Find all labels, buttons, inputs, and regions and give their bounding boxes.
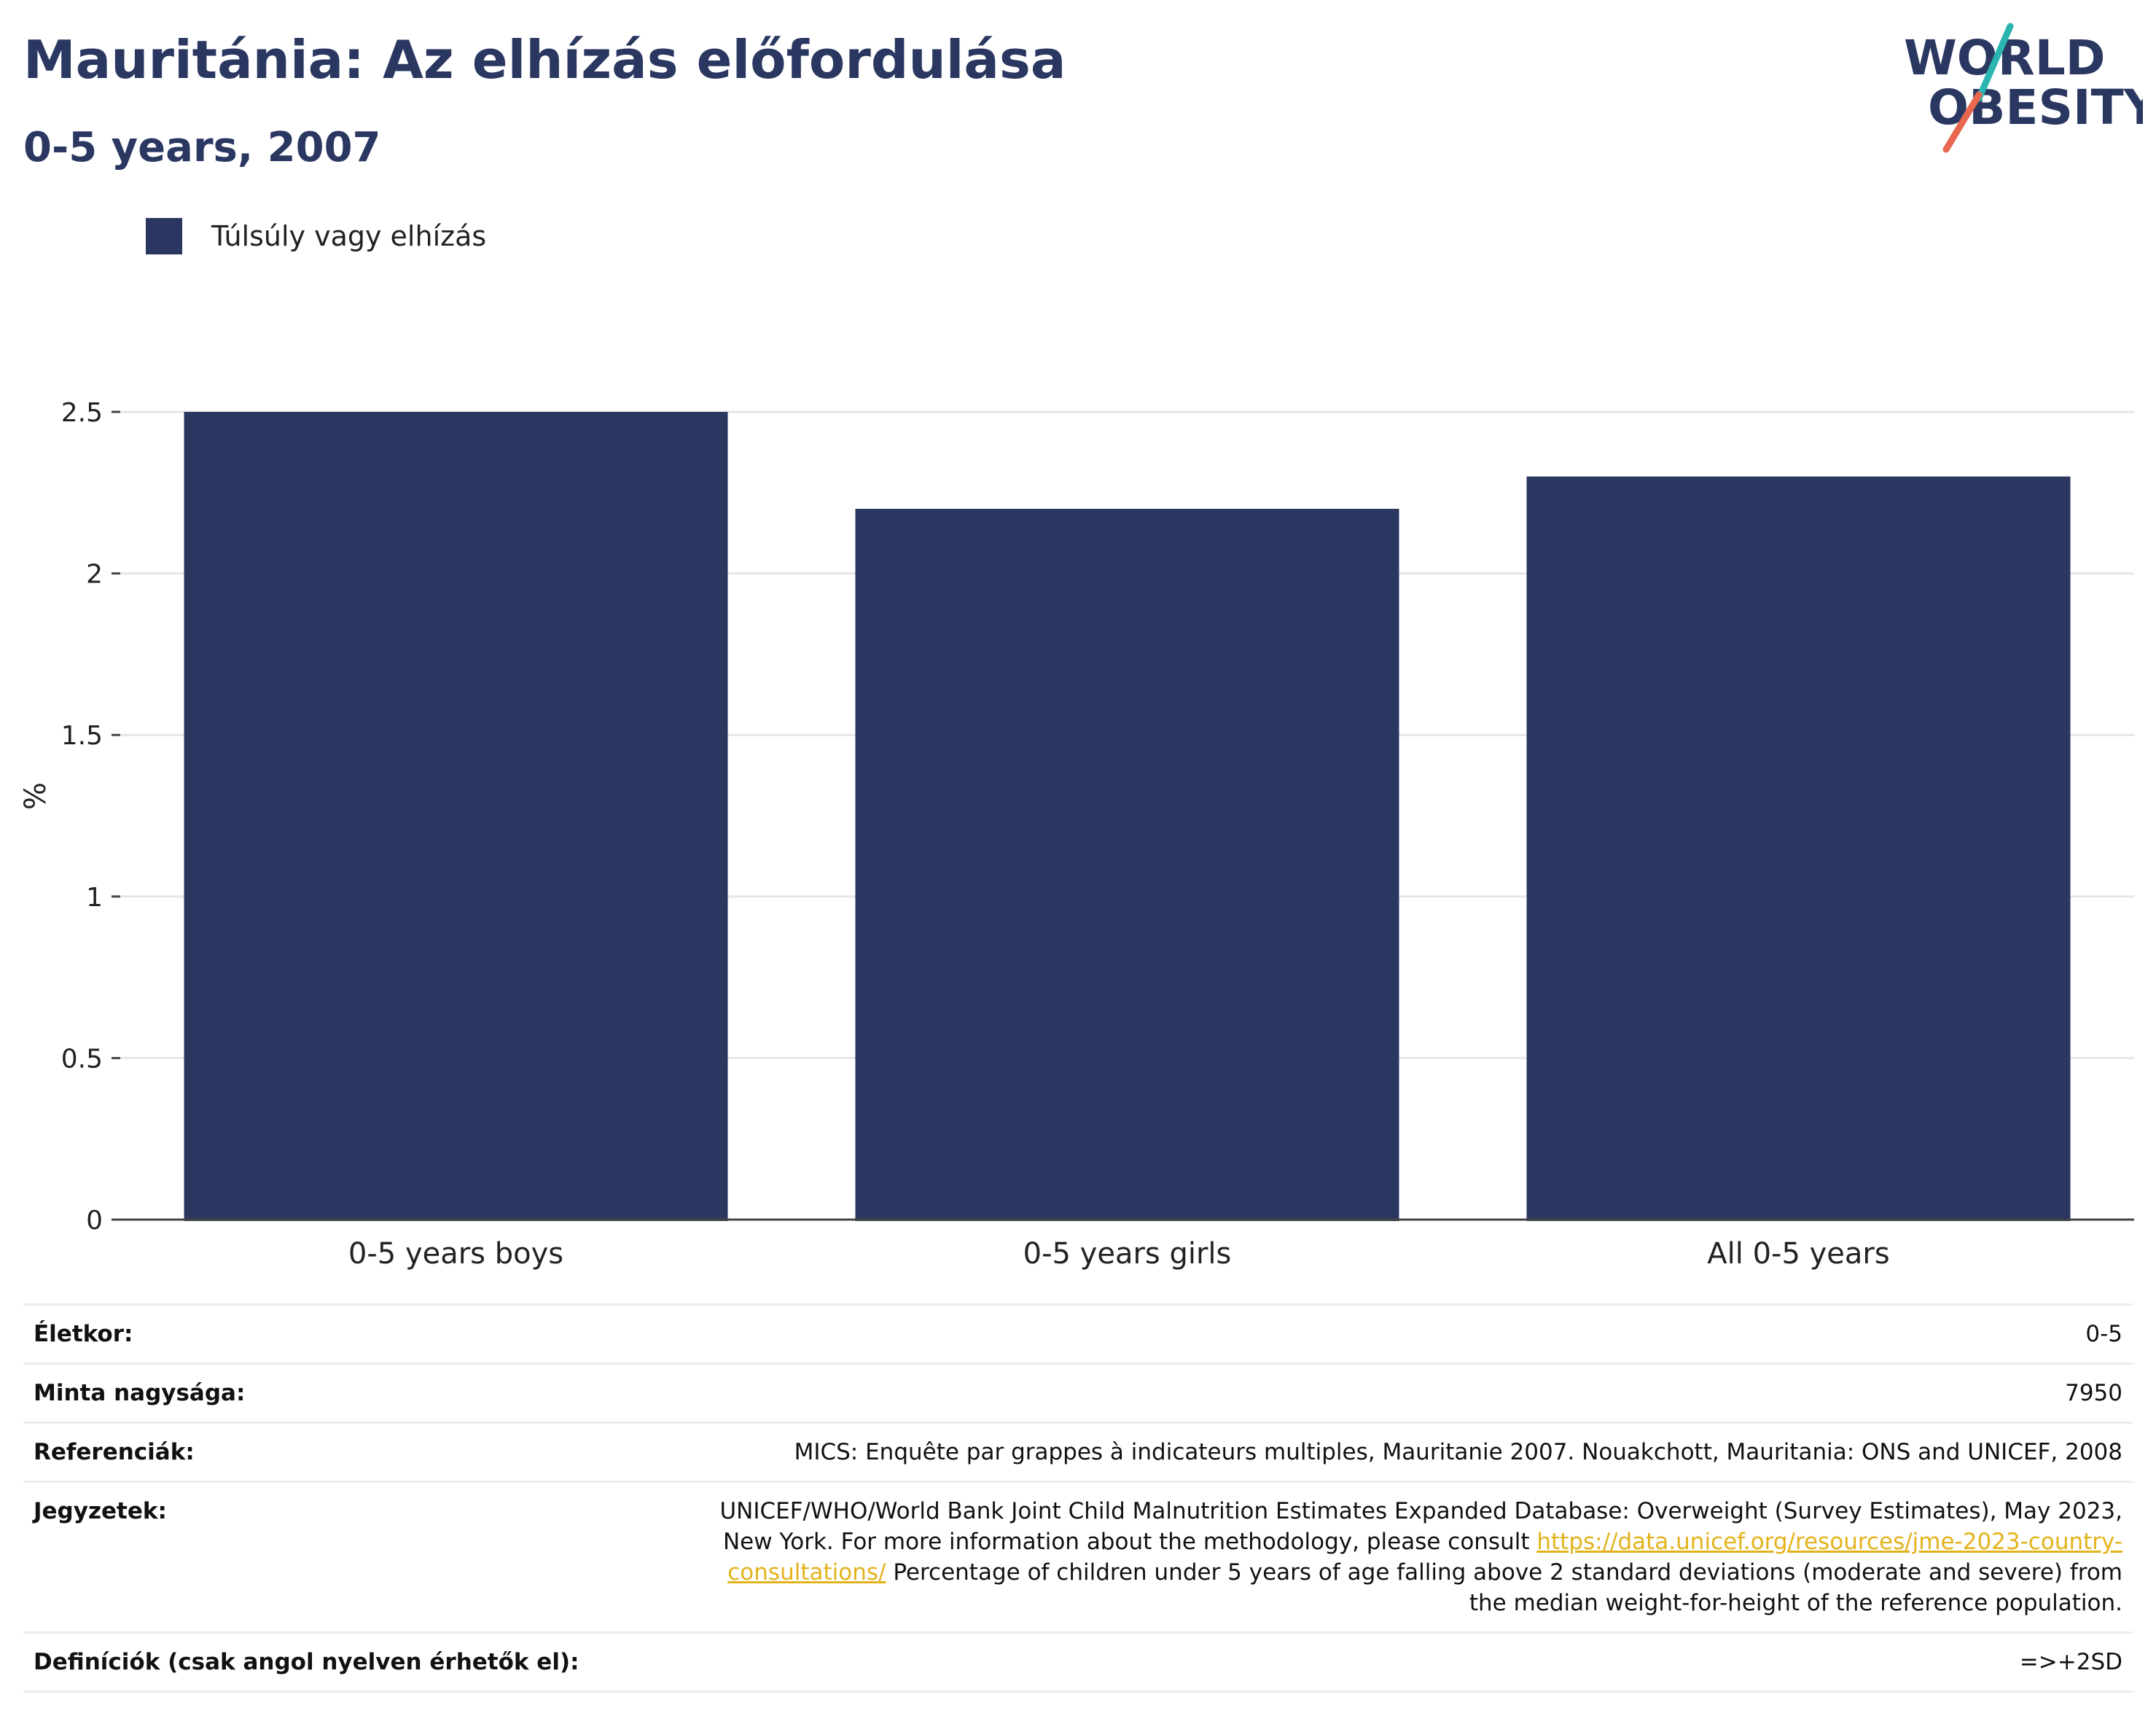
- x-category-label: 0-5 years boys: [348, 1237, 563, 1271]
- x-category-label: 0-5 years girls: [1023, 1237, 1232, 1271]
- info-key-references: Referenciák:: [23, 1422, 700, 1483]
- category-labels: 0-5 years boys 0-5 years girls All 0-5 yea…: [348, 1237, 1890, 1271]
- bar-0-5-years-boys[interactable]: [184, 412, 728, 1221]
- info-row-references: Referenciák: MICS: Enquête par grappes à…: [23, 1422, 2133, 1483]
- y-tick-label: 2: [86, 560, 103, 590]
- bar-all-0-5-years[interactable]: [1526, 476, 2071, 1221]
- info-row-sample-size: Minta nagysága: 7950: [23, 1362, 2133, 1424]
- y-tick-label: 0: [86, 1206, 103, 1236]
- info-row-definitions: Definíciók (csak angol nyelven érhetők e…: [23, 1631, 2133, 1693]
- info-table: Életkor: 0-5 Minta nagysága: 7950 Refere…: [23, 1303, 2133, 1693]
- info-value-references: MICS: Enquête par grappes à indicateurs …: [700, 1422, 2133, 1483]
- info-row-notes: Jegyzetek: UNICEF/WHO/World Bank Joint C…: [23, 1481, 2133, 1634]
- info-key-notes: Jegyzetek:: [23, 1481, 700, 1634]
- y-tick-labels: 0 0.5 1 1.5 2 2.5: [61, 398, 120, 1236]
- legend-swatch: [146, 218, 182, 254]
- world-obesity-logo: WORLD OBESITY: [1904, 23, 2143, 153]
- y-tick-label: 0.5: [61, 1044, 103, 1074]
- info-value-notes: UNICEF/WHO/World Bank Joint Child Malnut…: [700, 1481, 2133, 1634]
- logo-slash-coral: [1942, 91, 1983, 153]
- info-key-sample-size: Minta nagysága:: [23, 1362, 700, 1424]
- info-value-sample-size: 7950: [700, 1362, 2133, 1424]
- y-tick-label: 2.5: [61, 398, 103, 428]
- bar-chart: 0 0.5 1 1.5 2 2.5 0-5 years boys 0-5 years gir…: [19, 398, 2134, 1271]
- notes-text-after: Percentage of children under 5 years of …: [886, 1559, 2122, 1616]
- y-tick-label: 1: [86, 883, 103, 913]
- notes-link[interactable]: https://data.unicef.org/resources/jme-20…: [727, 1529, 2122, 1586]
- chart-subtitle: 0-5 years, 2007: [23, 124, 381, 171]
- bars: [184, 412, 2071, 1221]
- chart-legend[interactable]: Túlsúly vagy elhízás: [146, 217, 486, 255]
- legend-label: Túlsúly vagy elhízás: [211, 220, 487, 252]
- notes-text-before: UNICEF/WHO/World Bank Joint Child Malnut…: [719, 1498, 2122, 1555]
- chart-title: Mauritánia: Az elhízás előfordulása: [23, 29, 1066, 90]
- info-row-age: Életkor: 0-5: [23, 1303, 2133, 1365]
- logo-slash-teal: [1975, 23, 2014, 102]
- info-value-definitions: =>+2SD: [700, 1631, 2133, 1693]
- x-category-label: All 0-5 years: [1707, 1237, 1889, 1271]
- info-value-age: 0-5: [700, 1303, 2133, 1365]
- info-key-definitions: Definíciók (csak angol nyelven érhetők e…: [23, 1631, 700, 1693]
- bar-0-5-years-girls[interactable]: [855, 508, 1399, 1221]
- info-key-age: Életkor:: [23, 1303, 700, 1365]
- y-axis-title: %: [19, 782, 52, 810]
- y-tick-label: 1.5: [61, 721, 103, 751]
